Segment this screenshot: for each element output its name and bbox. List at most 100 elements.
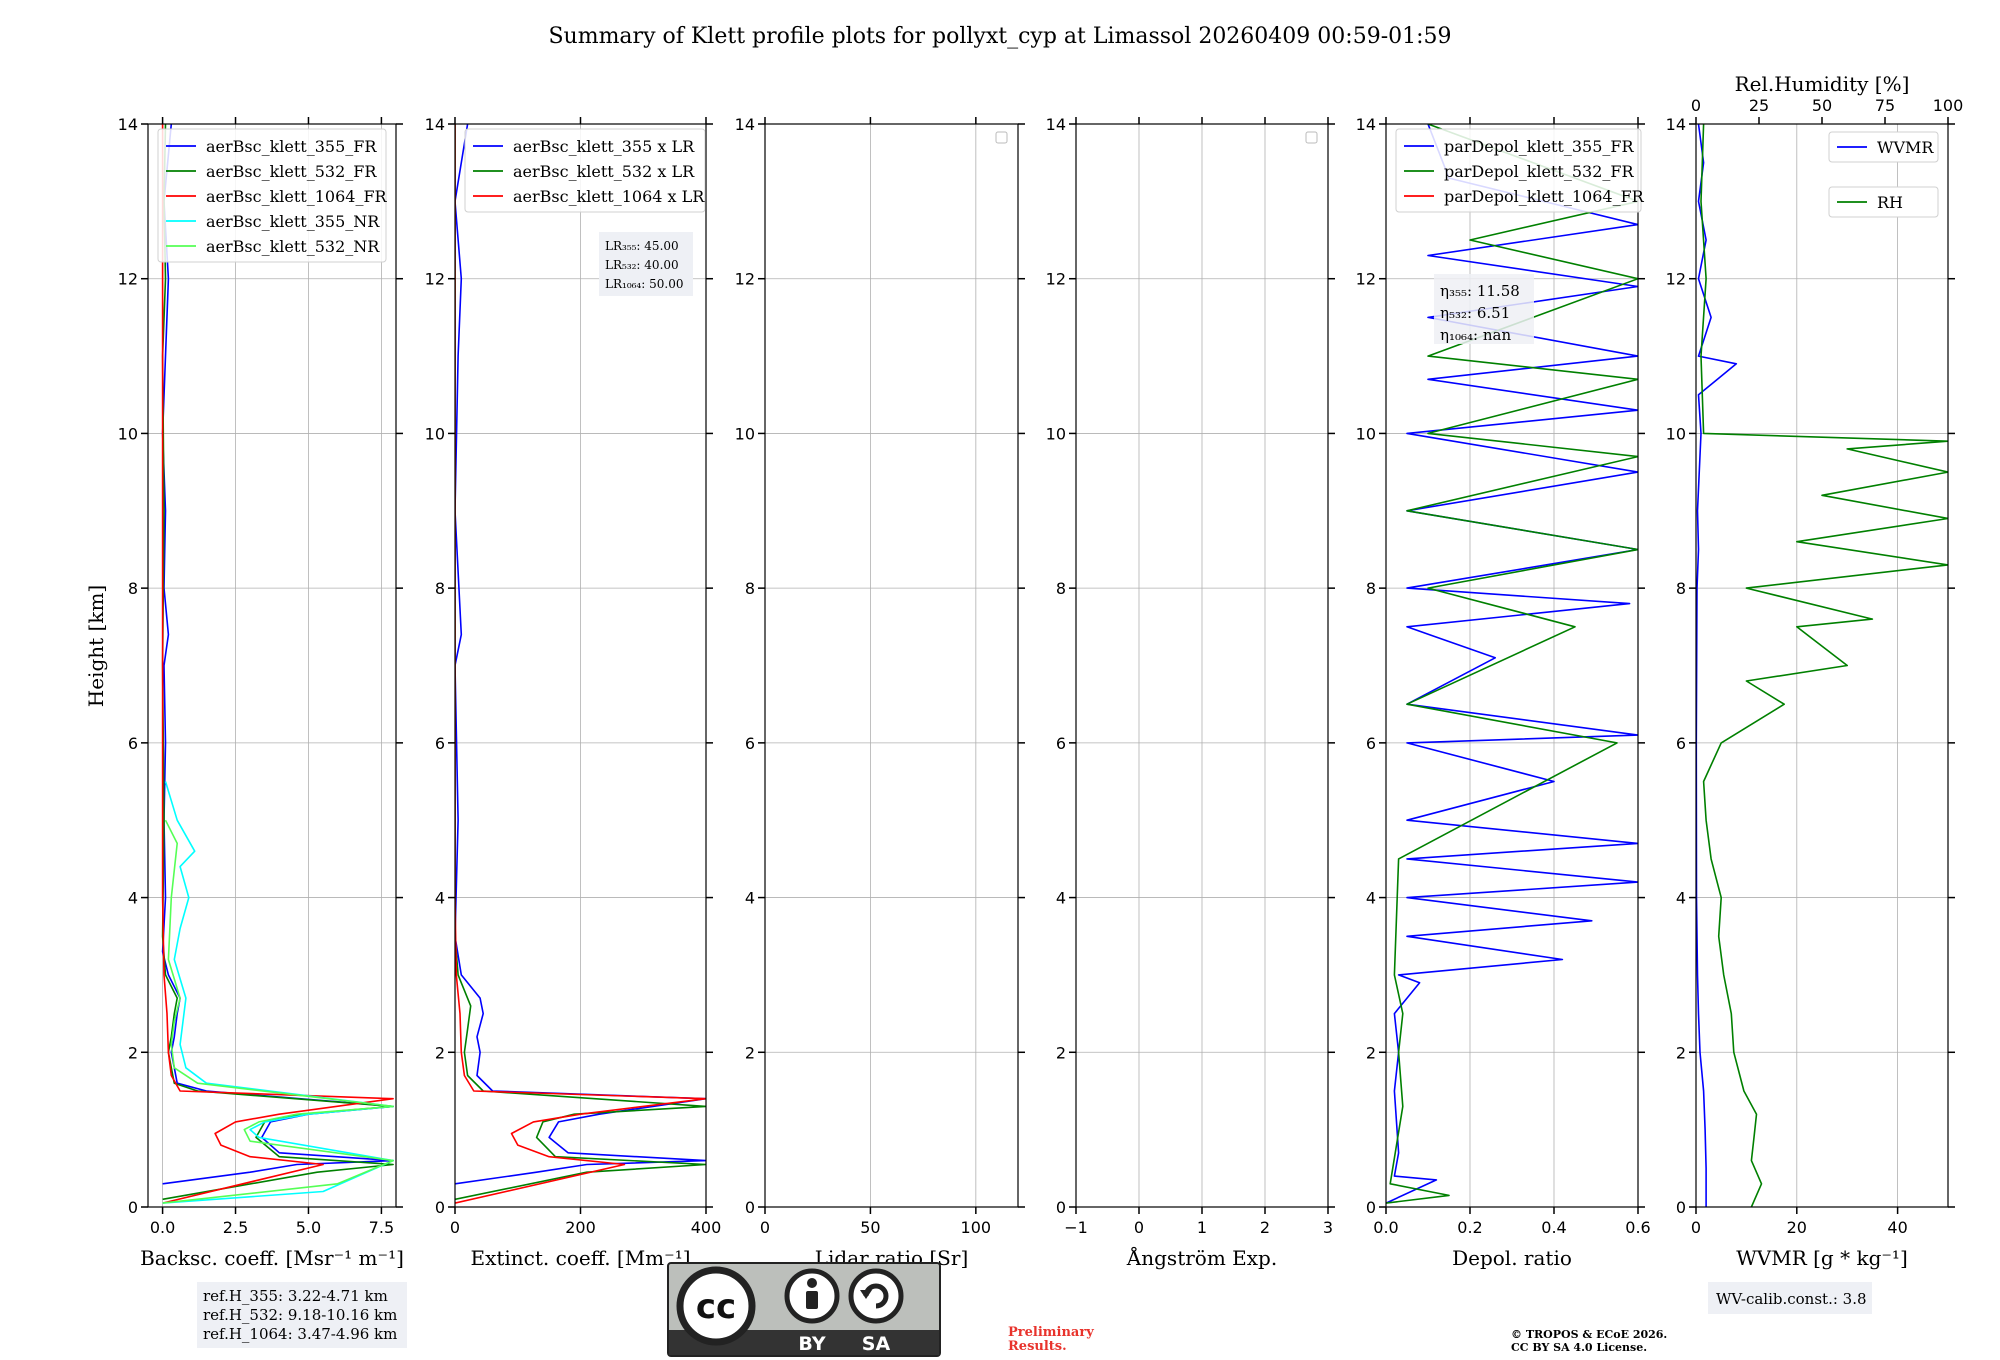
x-tick-label: 7.5 <box>369 1218 394 1237</box>
y-tick-label: 0 <box>1676 1198 1686 1217</box>
y-tick-label: 10 <box>1666 424 1686 443</box>
top-x-tick-label: 75 <box>1875 96 1895 115</box>
y-tick-label: 4 <box>435 889 445 908</box>
x-tick-label: −1 <box>1064 1218 1088 1237</box>
ref-heights-background <box>197 1282 407 1348</box>
x-tick-label: 0.0 <box>1373 1218 1398 1237</box>
series-line-aerBsc_klett_532 x LR <box>455 124 706 1201</box>
y-tick-label: 6 <box>1676 734 1686 753</box>
series-group <box>1696 124 1948 1207</box>
sa-icon-arrowhead <box>860 1290 872 1299</box>
eta-annotation: η₅₃₂: 6.51 <box>1440 304 1510 322</box>
x-tick-label: 400 <box>691 1218 722 1237</box>
y-tick-label: 2 <box>1366 1043 1376 1062</box>
wv-calib-box <box>1708 1282 1872 1314</box>
empty-legend-box <box>1305 131 1318 144</box>
x-tick-label: 0.2 <box>1457 1218 1482 1237</box>
y-tick-label: 2 <box>435 1043 445 1062</box>
lr-annotation: LR₁₀₆₄: 50.00 <box>605 277 683 291</box>
y-axis-label: Height [km] <box>84 585 108 707</box>
x-tick-label: 100 <box>961 1218 992 1237</box>
legend-box <box>1828 131 1939 163</box>
y-tick-label: 4 <box>1366 889 1376 908</box>
x-tick-label: 0.0 <box>150 1218 175 1237</box>
y-tick-label: 0 <box>435 1198 445 1217</box>
cc-icon-text: cc <box>696 1287 736 1327</box>
y-tick-label: 8 <box>1676 579 1686 598</box>
y-tick-label: 10 <box>425 424 445 443</box>
x-tick-label: 1 <box>1197 1218 1207 1237</box>
top-x-axis-label: Rel.Humidity [%] <box>1735 72 1910 96</box>
legend-label-aerBsc_klett_532_FR: aerBsc_klett_532_FR <box>206 162 377 181</box>
y-tick-label: 0 <box>128 1198 138 1217</box>
x-axis-label: Depol. ratio <box>1452 1246 1572 1270</box>
panel-depol: 0 2 4 6 8 10 12 14 0.0 0.2 0.4 0.6 Depol. ratio parDe… <box>1356 115 1651 1270</box>
series-line-aerBsc_klett_532_FR <box>161 124 394 1201</box>
y-tick-label: 8 <box>435 579 445 598</box>
ref-height-532: ref.H_532: 9.18-10.16 km <box>203 1306 397 1324</box>
axes-frame <box>1385 123 1639 1208</box>
legend-box <box>157 128 387 263</box>
legend-label-aerBsc_klett_355 x LR: aerBsc_klett_355 x LR <box>513 137 695 156</box>
x-tick-label: 0 <box>1691 1218 1701 1237</box>
axes-frame <box>147 123 397 1208</box>
y-tick-label: 4 <box>1676 889 1686 908</box>
x-tick-label: 5.0 <box>296 1218 321 1237</box>
y-tick-label: 8 <box>128 579 138 598</box>
copyright-line2: CC BY SA 4.0 License. <box>1511 1341 1647 1354</box>
y-tick-label: 10 <box>1356 424 1376 443</box>
series-line-aerBsc_klett_355_FR <box>161 124 394 1185</box>
top-x-tick-label: 0 <box>1691 96 1701 115</box>
y-tick-label: 14 <box>1046 115 1066 134</box>
y-tick-label: 0 <box>1366 1198 1376 1217</box>
y-tick-label: 0 <box>745 1198 755 1217</box>
y-tick-label: 2 <box>745 1043 755 1062</box>
y-tick-label: 4 <box>745 889 755 908</box>
y-tick-label: 10 <box>735 424 755 443</box>
copyright-line1: © TROPOS & ECoE 2026. <box>1511 1328 1667 1341</box>
series-group <box>1386 124 1638 1204</box>
series-line-aerBsc_klett_1064_FR <box>161 124 394 1204</box>
ref-height-355: ref.H_355: 3.22-4.71 km <box>203 1287 388 1305</box>
y-tick-label: 10 <box>118 424 138 443</box>
lr-annotation: LR₃₅₅: 45.00 <box>605 239 679 253</box>
y-tick-label: 10 <box>1046 424 1066 443</box>
y-tick-label: 12 <box>1356 270 1376 289</box>
legend-label-aerBsc_klett_532 x LR: aerBsc_klett_532 x LR <box>513 162 695 181</box>
wv-calib-text: WV-calib.const.: 3.8 <box>1716 1290 1867 1308</box>
x-tick-label: 50 <box>860 1218 880 1237</box>
y-tick-label: 4 <box>1056 889 1066 908</box>
legend-box <box>1395 128 1642 213</box>
y-tick-label: 14 <box>1666 115 1686 134</box>
cc-icon <box>676 1266 756 1346</box>
preliminary-label-line2: Results. <box>1008 1339 1067 1354</box>
x-tick-label: 2 <box>1260 1218 1270 1237</box>
y-tick-label: 12 <box>118 270 138 289</box>
y-tick-label: 2 <box>128 1043 138 1062</box>
top-x-tick-label: 50 <box>1812 96 1832 115</box>
series-line-RH <box>1700 124 1948 1207</box>
series-line-WVMR <box>1696 124 1738 1207</box>
x-tick-label: 0.4 <box>1541 1218 1566 1237</box>
axes-frame <box>764 123 1019 1208</box>
x-axis-label: Ångström Exp. <box>1126 1245 1277 1270</box>
series-line-aerBsc_klett_355_NR <box>162 781 394 1204</box>
x-axis-label: Extinct. coeff. [Mm⁻¹] <box>470 1246 690 1270</box>
x-axis-label: Backsc. coeff. [Msr⁻¹ m⁻¹] <box>140 1246 404 1270</box>
legend-label-aerBsc_klett_1064 x LR: aerBsc_klett_1064 x LR <box>513 187 705 206</box>
by-icon-head <box>807 1278 817 1288</box>
cc-license-badge: cc BY SA <box>667 1262 941 1357</box>
series-group <box>161 124 394 1204</box>
x-tick-label: 2.5 <box>223 1218 248 1237</box>
eta-annotation-box <box>1434 274 1534 344</box>
y-tick-label: 0 <box>1056 1198 1066 1217</box>
x-tick-label: 20 <box>1787 1218 1807 1237</box>
legend-box <box>464 128 706 213</box>
series-line-aerBsc_klett_532_NR <box>162 819 394 1204</box>
legend-label-parDepol_klett_355_FR: parDepol_klett_355_FR <box>1444 137 1635 156</box>
x-tick-label: 0 <box>1134 1218 1144 1237</box>
preliminary-label-line1: Preliminary <box>1008 1325 1094 1340</box>
